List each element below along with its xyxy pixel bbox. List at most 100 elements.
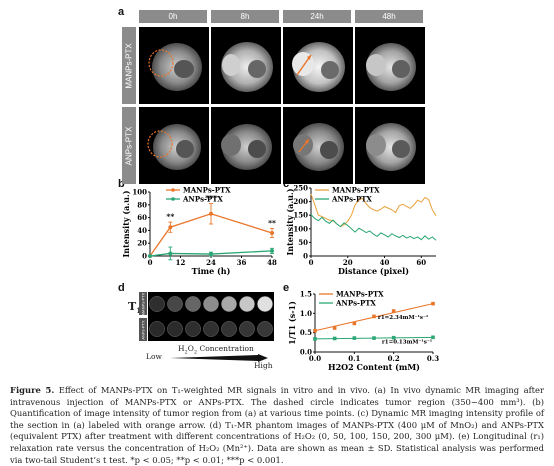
x-tick-label: 20 (343, 258, 353, 267)
figure-caption: Figure 5. Effect of MANPs-PTX on T₁-weig… (10, 385, 544, 466)
row-label-anps: ANPs-PTX (122, 107, 136, 184)
x-tick-label: 0.2 (388, 354, 400, 363)
caption-lead: Figure 5. (10, 385, 55, 395)
phantom-well (221, 321, 237, 337)
row-tag-anps: ANPs-PTX (139, 318, 147, 341)
y-tick-label: 40 (137, 226, 147, 235)
timepoint-header: 48h (355, 10, 423, 23)
series-line (310, 214, 437, 241)
legend-label: ANPs-PTX (331, 195, 372, 204)
data-point (332, 326, 337, 330)
panel-label-c: c (283, 178, 290, 190)
x-axis-label: Time (h) (192, 266, 231, 276)
y-tick-label: 60 (137, 213, 147, 222)
y-tick-label: 100 (293, 224, 308, 233)
data-point (313, 328, 317, 333)
phantom-well (239, 321, 255, 337)
phantom-well (149, 321, 165, 337)
high-label: High (254, 361, 273, 370)
timepoint-header: 24h (283, 10, 351, 23)
mr-image (355, 27, 425, 104)
series-line (149, 213, 273, 257)
annotation: r1=0.13mM⁻¹s⁻¹ (382, 338, 433, 345)
phantom-well (257, 296, 273, 312)
y-tick-label: 200 (293, 197, 308, 206)
x-tick-label: 0.0 (309, 354, 321, 363)
y-tick-label: 250 (293, 184, 308, 193)
mr-image (283, 107, 353, 184)
y-axis-label: Intensity (a.u.) (121, 190, 131, 257)
y-tick-label: 0 (303, 252, 308, 261)
data-point (270, 248, 274, 253)
x-tick-label: 12 (176, 258, 186, 267)
low-label: Low (146, 352, 162, 361)
x-tick-label: 36 (237, 258, 247, 267)
data-point (352, 321, 357, 326)
data-point (352, 336, 357, 340)
data-point (431, 301, 435, 306)
significance-mark: ** (166, 212, 174, 221)
phantom-well (167, 296, 183, 312)
x-tick-label: 0.1 (348, 354, 360, 363)
data-point (431, 335, 435, 340)
y-tick-label: 0.5 (300, 328, 312, 337)
phantom-well (149, 296, 165, 312)
data-point (391, 309, 396, 313)
row-label-manps: MANPs-PTX (122, 27, 136, 104)
x-axis-label: H2O2 Content (mM) (328, 362, 420, 372)
mr-image (355, 107, 425, 184)
x-axis-label: Distance (pixel) (338, 266, 409, 276)
data-point (209, 211, 213, 216)
x-tick-label: 60 (416, 258, 426, 267)
y-tick-label: 0.0 (300, 348, 312, 357)
timepoint-header: 0h (139, 10, 207, 23)
x-tick-label: 48 (267, 258, 277, 267)
phantom-well (221, 296, 237, 312)
series-line (149, 250, 273, 257)
legend-label: MANPs-PTX (183, 186, 231, 195)
legend-marker (171, 188, 175, 192)
data-point (391, 335, 396, 340)
arrow-label: H2O2 Concentration (178, 344, 254, 356)
data-point (332, 336, 337, 341)
timepoint-header: 8h (211, 10, 279, 23)
y-tick-label: 1.5 (300, 290, 312, 299)
legend-label: ANPs-PTX (335, 299, 376, 308)
chart-e: 0.0 0.1 0.2 0.3 0.0 0.5 1.0 1.5 H2O2 Content (mM… (287, 290, 439, 373)
panel-label-b: b (118, 178, 125, 190)
data-point (168, 251, 173, 256)
mr-image (139, 107, 209, 184)
data-point (168, 225, 173, 230)
panel-label-e: e (283, 282, 290, 294)
data-point (148, 254, 152, 258)
y-tick-label: 1.0 (300, 309, 312, 318)
y-axis-label: Intensity (a.u.) (285, 188, 295, 255)
data-point (270, 230, 274, 235)
y-axis-label: 1/T1 (s-1) (287, 301, 297, 345)
phantom-well (185, 296, 201, 312)
chart-b: 0 12 24 36 48 0 20 40 60 80 100 Time (h) Intensity (… (121, 186, 277, 277)
phantom-well (203, 296, 219, 312)
mr-image (283, 27, 353, 104)
caption-text: Effect of MANPs-PTX on T₁-weighted MR si… (10, 385, 544, 465)
phantom-grid (148, 292, 274, 341)
data-point (313, 337, 317, 341)
phantom-well (167, 321, 183, 337)
row-tag-manps: MANPs-PTX (139, 292, 147, 315)
legend-marker (171, 197, 175, 201)
significance-mark: ** (268, 218, 276, 227)
phantom-well (239, 296, 255, 312)
x-tick-label: 0 (148, 258, 153, 267)
y-tick-label: 80 (137, 200, 147, 209)
mr-image (139, 27, 209, 104)
x-tick-label: 0.3 (427, 354, 439, 363)
series-line (310, 193, 437, 228)
panel-label-d: d (118, 282, 125, 294)
phantom-well (257, 321, 273, 337)
phantom-well (203, 321, 219, 337)
x-tick-label: 24 (206, 258, 216, 267)
y-tick-label: 20 (137, 239, 147, 248)
legend-label: ANPs-PTX (182, 195, 223, 204)
x-tick-label: 0 (309, 258, 314, 267)
panel-label-a: a (118, 6, 125, 18)
